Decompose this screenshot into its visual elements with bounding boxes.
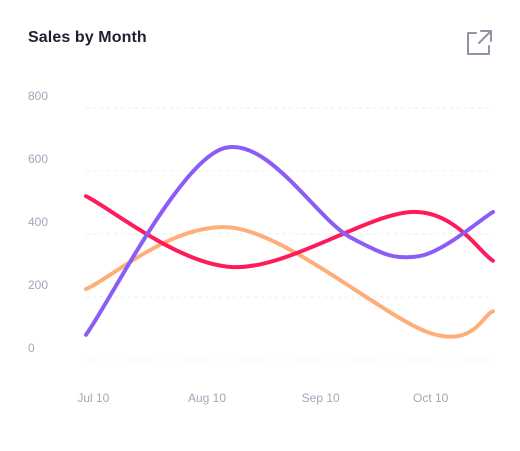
y-tick-label: 800	[28, 89, 48, 103]
expand-button[interactable]	[464, 28, 494, 58]
chart-title: Sales by Month	[28, 29, 147, 46]
y-tick-label: 0	[28, 341, 35, 355]
series-line	[84, 194, 495, 270]
y-tick-label: 400	[28, 215, 48, 229]
x-tick-label: Aug 10	[188, 391, 226, 405]
x-tick-label: Jul 10	[77, 391, 109, 405]
external-link-icon	[467, 30, 492, 55]
series-line	[84, 144, 495, 337]
series-line	[84, 225, 495, 339]
y-tick-label: 200	[28, 278, 48, 292]
x-tick-label: Sep 10	[302, 391, 340, 405]
x-tick-label: Oct 10	[413, 391, 449, 405]
y-tick-label: 600	[28, 152, 48, 166]
